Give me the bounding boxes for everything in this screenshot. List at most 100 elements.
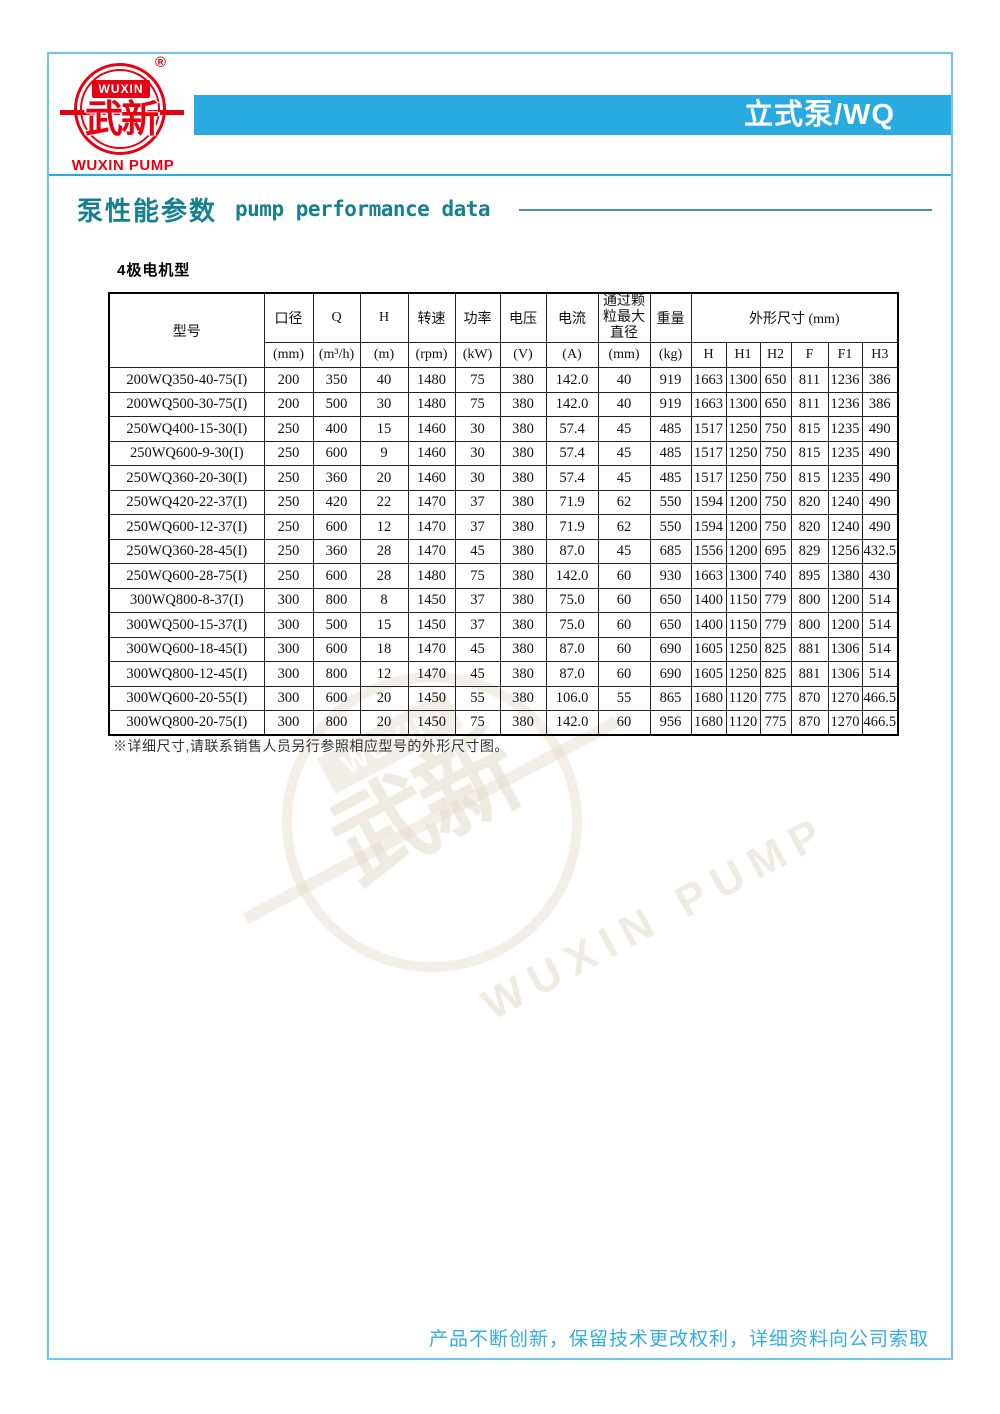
- value-cell: 106.0: [545, 685, 599, 712]
- value-cell: 775: [759, 685, 792, 712]
- value-cell: 1250: [725, 440, 761, 467]
- value-cell: 800: [312, 661, 361, 687]
- value-cell: 380: [499, 391, 547, 418]
- value-cell: 750: [759, 465, 792, 491]
- value-cell: 300: [263, 587, 314, 614]
- column-header-h: H: [359, 292, 409, 344]
- value-cell: 57.4: [545, 416, 599, 442]
- value-cell: 57.4: [545, 465, 599, 491]
- value-cell: 15: [359, 612, 409, 638]
- value-cell: 600: [312, 636, 361, 663]
- value-cell: 956: [649, 710, 692, 736]
- model-cell: 200WQ350-40-75(I): [108, 367, 265, 393]
- column-header-current: 电流: [545, 292, 599, 344]
- model-cell: 250WQ360-28-45(I): [108, 538, 265, 565]
- value-cell: 380: [499, 636, 547, 663]
- value-cell: 400: [312, 416, 361, 442]
- value-cell: 1120: [725, 710, 761, 736]
- table-row: 250WQ400-15-30(I) 250 400 15 1460 30 380 57.4 45…: [108, 416, 899, 442]
- value-cell: 650: [759, 391, 792, 418]
- value-cell: 1450: [407, 710, 456, 736]
- value-cell: 800: [312, 587, 361, 614]
- value-cell: 142.0: [545, 367, 599, 393]
- section-title: 泵性能参数 pump performance data: [77, 193, 491, 226]
- value-cell: 250: [263, 489, 314, 516]
- value-cell: 300: [263, 685, 314, 712]
- value-cell: 1200: [725, 489, 761, 516]
- dim-sub-h2: H2: [759, 342, 792, 369]
- table-body: 200WQ350-40-75(I) 200 350 40 1480 75 380 142.0 4…: [108, 367, 899, 736]
- value-cell: 600: [312, 514, 361, 540]
- table-row: 300WQ800-12-45(I) 300 800 12 1470 45 380 87.0 60…: [108, 661, 899, 687]
- unit-weight: (kg): [649, 342, 692, 369]
- value-cell: 87.0: [545, 636, 599, 663]
- table-row: 250WQ420-22-37(I) 250 420 22 1470 37 380 71.9 62…: [108, 489, 899, 516]
- logo-ring-icon: [74, 63, 166, 155]
- value-cell: 490: [861, 465, 899, 491]
- value-cell: 779: [759, 612, 792, 638]
- model-cell: 250WQ600-9-30(I): [108, 440, 265, 467]
- value-cell: 75: [454, 563, 501, 589]
- value-cell: 380: [499, 538, 547, 565]
- value-cell: 1470: [407, 538, 456, 565]
- value-cell: 62: [597, 489, 651, 516]
- value-cell: 45: [597, 538, 651, 565]
- value-cell: 1663: [690, 391, 727, 418]
- value-cell: 1250: [725, 465, 761, 491]
- dim-sub-h: H: [690, 342, 727, 369]
- model-cell: 300WQ800-8-37(I): [108, 587, 265, 614]
- category-banner: 立式泵/WQ: [194, 95, 951, 135]
- column-header-power: 功率: [454, 292, 501, 344]
- value-cell: 380: [499, 612, 547, 638]
- value-cell: 1300: [725, 563, 761, 589]
- value-cell: 71.9: [545, 514, 599, 540]
- value-cell: 825: [759, 661, 792, 687]
- value-cell: 40: [597, 391, 651, 418]
- value-cell: 1270: [827, 710, 863, 736]
- value-cell: 815: [790, 465, 829, 491]
- value-cell: 800: [790, 587, 829, 614]
- value-cell: 1240: [827, 514, 863, 540]
- value-cell: 250: [263, 538, 314, 565]
- value-cell: 690: [649, 636, 692, 663]
- value-cell: 865: [649, 685, 692, 712]
- performance-table: 型号 口径 Q H 转速 功率 电压 电流 通过颗粒最大直径 重量 外形尺寸 (…: [108, 292, 900, 737]
- value-cell: 12: [359, 514, 409, 540]
- unit-speed: (rpm): [407, 342, 456, 369]
- table-row: 300WQ800-20-75(I) 300 800 20 1450 75 380 142.0 6…: [108, 710, 899, 736]
- value-cell: 750: [759, 416, 792, 442]
- value-cell: 881: [790, 636, 829, 663]
- value-cell: 432.5: [861, 538, 899, 565]
- logo-brand-en: WUXIN: [92, 80, 150, 98]
- value-cell: 142.0: [545, 710, 599, 736]
- value-cell: 360: [312, 465, 361, 491]
- value-cell: 37: [454, 587, 501, 614]
- value-cell: 1480: [407, 563, 456, 589]
- value-cell: 71.9: [545, 489, 599, 516]
- value-cell: 45: [454, 538, 501, 565]
- value-cell: 750: [759, 489, 792, 516]
- model-cell: 300WQ500-15-37(I): [108, 612, 265, 638]
- value-cell: 1460: [407, 465, 456, 491]
- value-cell: 250: [263, 514, 314, 540]
- value-cell: 815: [790, 416, 829, 442]
- value-cell: 45: [597, 416, 651, 442]
- value-cell: 45: [597, 465, 651, 491]
- value-cell: 386: [861, 391, 899, 418]
- table-row: 250WQ600-28-75(I) 250 600 28 1480 75 380 142.0 6…: [108, 563, 899, 589]
- value-cell: 30: [359, 391, 409, 418]
- value-cell: 1236: [827, 367, 863, 393]
- model-cell: 250WQ360-20-30(I): [108, 465, 265, 491]
- unit-bore: (mm): [263, 342, 314, 369]
- table-row: 200WQ350-40-75(I) 200 350 40 1480 75 380 142.0 4…: [108, 367, 899, 393]
- column-header-weight: 重量: [649, 292, 692, 344]
- value-cell: 514: [861, 661, 899, 687]
- section-title-en: pump performance data: [235, 197, 491, 221]
- value-cell: 1517: [690, 416, 727, 442]
- value-cell: 1150: [725, 587, 761, 614]
- value-cell: 815: [790, 440, 829, 467]
- value-cell: 750: [759, 514, 792, 540]
- value-cell: 800: [312, 710, 361, 736]
- table-row: 300WQ500-15-37(I) 300 500 15 1450 37 380 75.0 60…: [108, 612, 899, 638]
- value-cell: 1300: [725, 391, 761, 418]
